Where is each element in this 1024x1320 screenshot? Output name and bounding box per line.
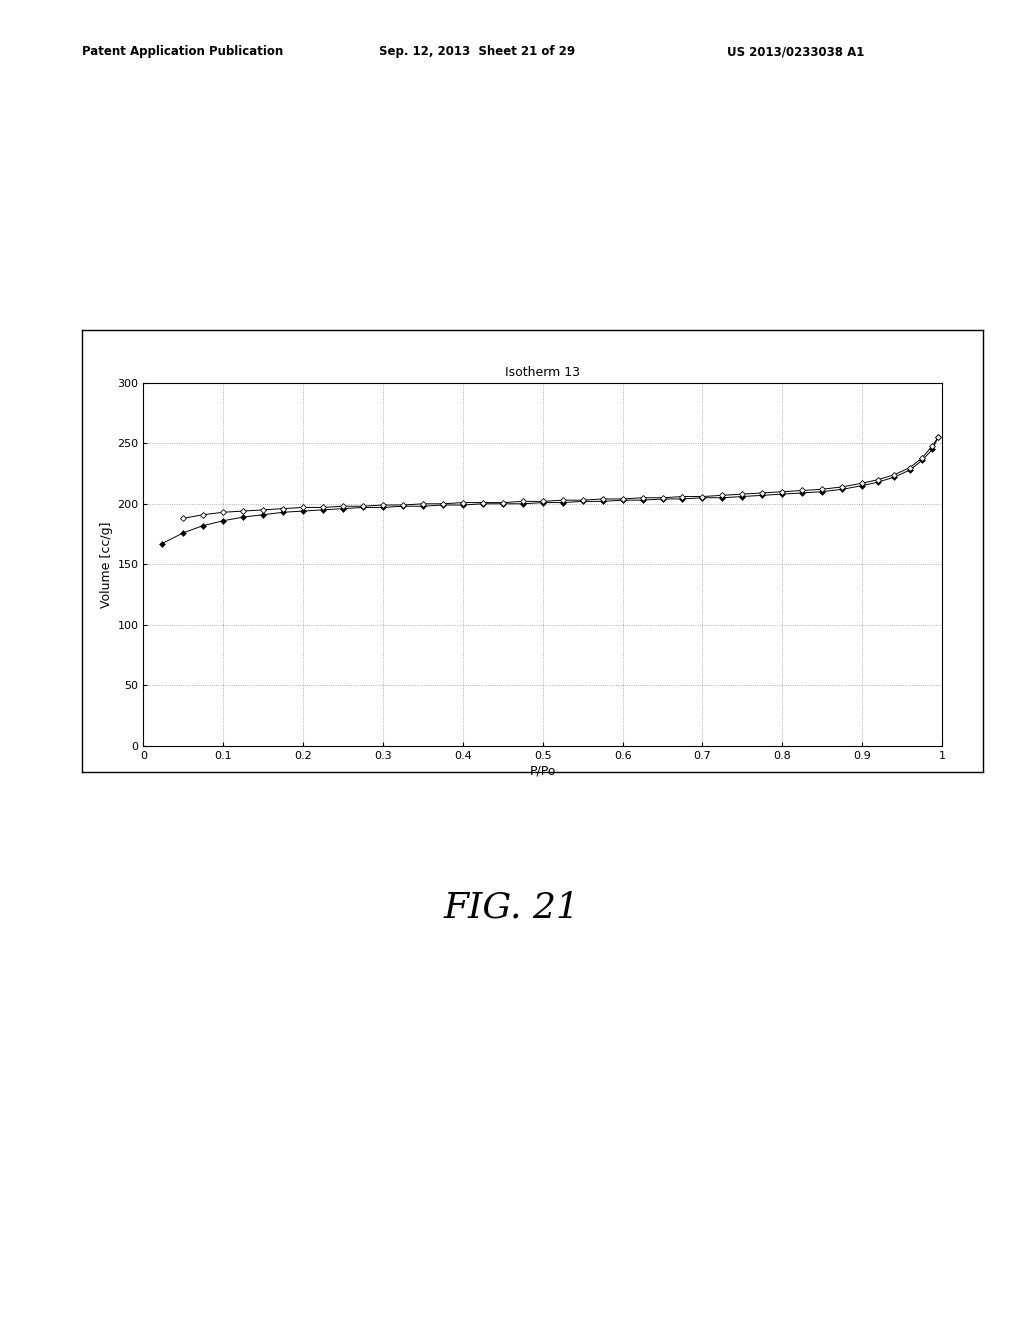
Text: Patent Application Publication: Patent Application Publication <box>82 45 284 58</box>
Text: FIG. 21: FIG. 21 <box>444 891 580 924</box>
Text: Sep. 12, 2013  Sheet 21 of 29: Sep. 12, 2013 Sheet 21 of 29 <box>379 45 575 58</box>
Text: US 2013/0233038 A1: US 2013/0233038 A1 <box>727 45 864 58</box>
X-axis label: P/Po: P/Po <box>529 764 556 777</box>
Y-axis label: Volume [cc/g]: Volume [cc/g] <box>100 521 114 607</box>
Title: Isotherm 13: Isotherm 13 <box>505 366 581 379</box>
